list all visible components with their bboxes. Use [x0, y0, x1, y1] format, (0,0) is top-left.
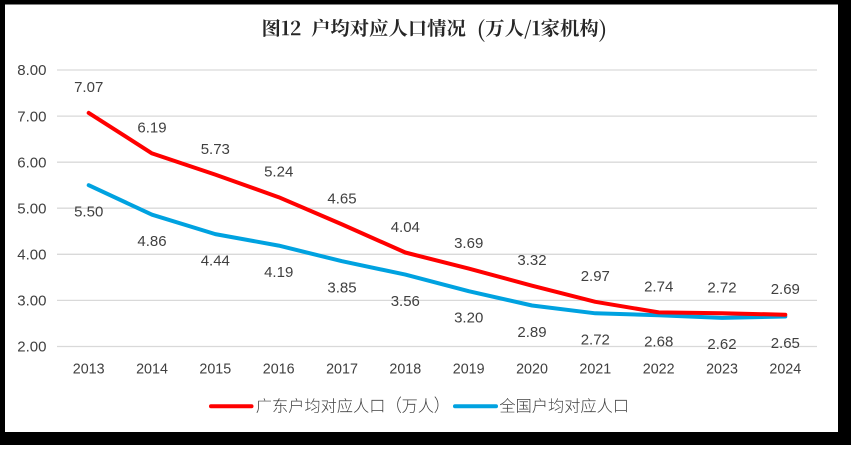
svg-text:2.62: 2.62 — [707, 336, 736, 353]
svg-text:8.00: 8.00 — [17, 62, 46, 79]
svg-text:6.19: 6.19 — [137, 120, 166, 137]
svg-text:3.32: 3.32 — [517, 252, 546, 269]
svg-text:2021: 2021 — [579, 362, 611, 378]
svg-text:2013: 2013 — [73, 362, 105, 378]
svg-text:6.00: 6.00 — [17, 154, 46, 171]
svg-text:2017: 2017 — [326, 362, 358, 378]
svg-text:2020: 2020 — [516, 362, 548, 378]
svg-text:5.00: 5.00 — [17, 200, 46, 217]
svg-text:2.68: 2.68 — [644, 334, 673, 351]
svg-text:3.20: 3.20 — [454, 310, 483, 327]
svg-text:2.69: 2.69 — [771, 281, 800, 298]
svg-text:7.00: 7.00 — [17, 108, 46, 125]
svg-text:5.73: 5.73 — [201, 141, 230, 158]
svg-text:3.00: 3.00 — [17, 293, 46, 310]
svg-text:5.50: 5.50 — [74, 204, 103, 221]
svg-text:4.44: 4.44 — [201, 252, 230, 269]
svg-text:4.04: 4.04 — [391, 219, 420, 236]
svg-text:2.74: 2.74 — [644, 279, 673, 296]
svg-text:2.65: 2.65 — [771, 335, 800, 352]
svg-text:4.86: 4.86 — [137, 233, 166, 250]
svg-text:2023: 2023 — [706, 362, 738, 378]
svg-text:2.89: 2.89 — [517, 324, 546, 341]
svg-text:2022: 2022 — [643, 362, 675, 378]
svg-text:2.72: 2.72 — [707, 280, 736, 297]
svg-text:2.72: 2.72 — [581, 332, 610, 349]
svg-text:4.00: 4.00 — [17, 247, 46, 264]
svg-text:3.69: 3.69 — [454, 235, 483, 252]
svg-text:4.65: 4.65 — [327, 191, 356, 208]
svg-text:2014: 2014 — [136, 362, 168, 378]
svg-text:3.56: 3.56 — [391, 293, 420, 310]
svg-text:2019: 2019 — [453, 362, 485, 378]
svg-text:2018: 2018 — [389, 362, 421, 378]
svg-text:4.19: 4.19 — [264, 264, 293, 281]
svg-text:2024: 2024 — [769, 362, 801, 378]
svg-text:5.24: 5.24 — [264, 164, 293, 181]
svg-text:2016: 2016 — [263, 362, 295, 378]
svg-text:7.07: 7.07 — [74, 79, 103, 96]
svg-text:2.97: 2.97 — [581, 268, 610, 285]
svg-text:2.00: 2.00 — [17, 339, 46, 356]
svg-text:2015: 2015 — [199, 362, 231, 378]
svg-text:3.85: 3.85 — [327, 280, 356, 297]
